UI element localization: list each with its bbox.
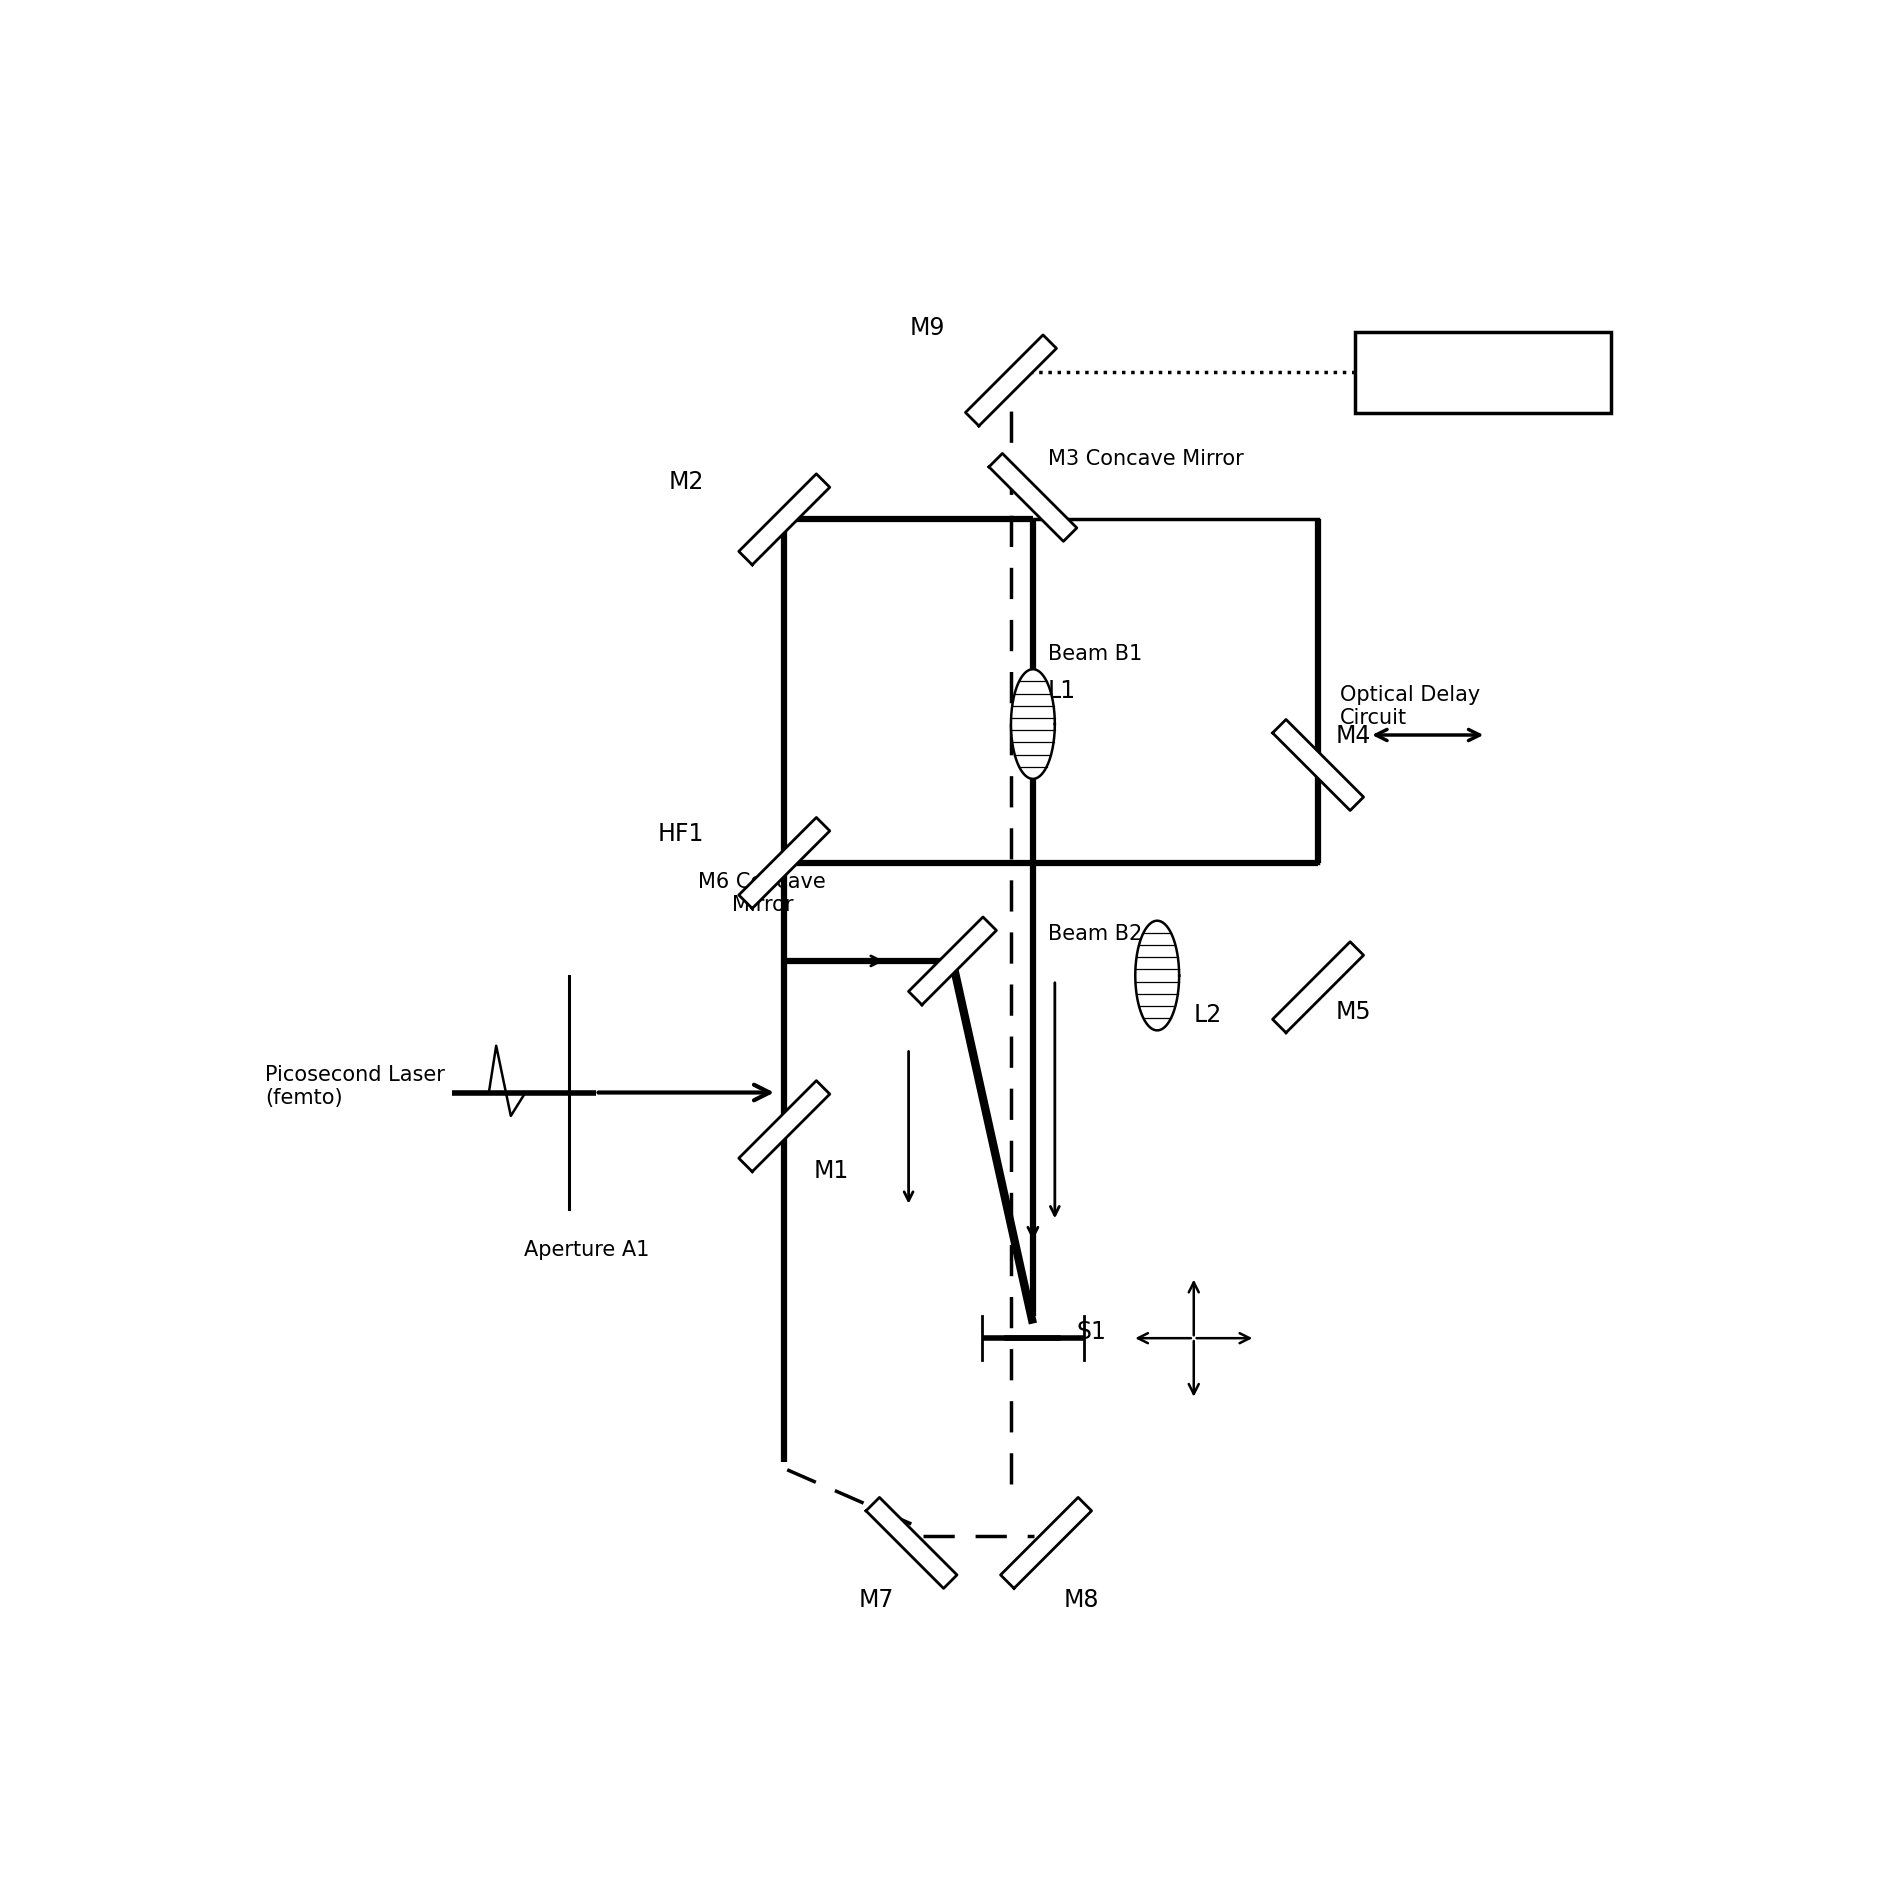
Polygon shape	[740, 474, 830, 566]
Polygon shape	[1272, 941, 1364, 1033]
Text: Optical Delay
Circuit: Optical Delay Circuit	[1340, 685, 1479, 729]
Text: M4: M4	[1336, 723, 1372, 748]
Text: M2: M2	[668, 471, 704, 493]
Polygon shape	[740, 1082, 830, 1173]
Bar	[1032, 520, 1319, 864]
Polygon shape	[1272, 719, 1364, 810]
Text: S1: S1	[1077, 1319, 1106, 1344]
Text: L2: L2	[1194, 1002, 1223, 1027]
Text: M5: M5	[1336, 1000, 1372, 1023]
Text: Beam B1: Beam B1	[1047, 643, 1142, 662]
Text: M6 Concave
Mirror: M6 Concave Mirror	[698, 871, 827, 915]
Bar	[1355, 332, 1610, 414]
Polygon shape	[1000, 1498, 1091, 1589]
Polygon shape	[740, 818, 830, 909]
Polygon shape	[1136, 921, 1179, 1031]
Text: M7: M7	[859, 1587, 894, 1611]
Text: L1: L1	[1047, 679, 1076, 702]
Text: Aperture A1: Aperture A1	[525, 1239, 649, 1258]
Polygon shape	[989, 454, 1077, 543]
Text: HF1: HF1	[657, 822, 704, 847]
Polygon shape	[966, 336, 1057, 427]
Text: M9: M9	[910, 317, 945, 340]
Text: Picosecond Laser
(femto): Picosecond Laser (femto)	[264, 1065, 445, 1107]
Polygon shape	[866, 1498, 957, 1589]
Text: M1: M1	[813, 1158, 849, 1182]
Polygon shape	[1011, 670, 1055, 780]
Polygon shape	[908, 917, 996, 1006]
Text: Beam B2: Beam B2	[1047, 924, 1142, 943]
Text: He-Ne Laser: He-Ne Laser	[1419, 363, 1547, 383]
Text: M3 Concave Mirror: M3 Concave Mirror	[1047, 450, 1244, 469]
Text: M8: M8	[1064, 1587, 1098, 1611]
